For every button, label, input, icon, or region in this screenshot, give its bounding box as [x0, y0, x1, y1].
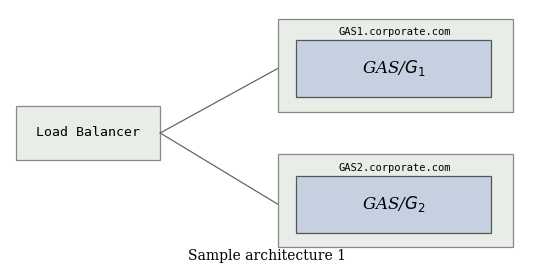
- Text: Sample architecture 1: Sample architecture 1: [188, 249, 346, 263]
- Text: GAS/$G_1$: GAS/$G_1$: [362, 59, 426, 78]
- Text: Load Balancer: Load Balancer: [36, 127, 140, 139]
- FancyBboxPatch shape: [296, 40, 491, 97]
- Text: GAS/$G_2$: GAS/$G_2$: [362, 194, 426, 214]
- FancyBboxPatch shape: [278, 154, 513, 247]
- FancyBboxPatch shape: [16, 106, 160, 160]
- Text: GAS1.corporate.com: GAS1.corporate.com: [339, 27, 451, 37]
- FancyBboxPatch shape: [296, 176, 491, 233]
- Text: GAS2.corporate.com: GAS2.corporate.com: [339, 163, 451, 173]
- FancyBboxPatch shape: [278, 19, 513, 112]
